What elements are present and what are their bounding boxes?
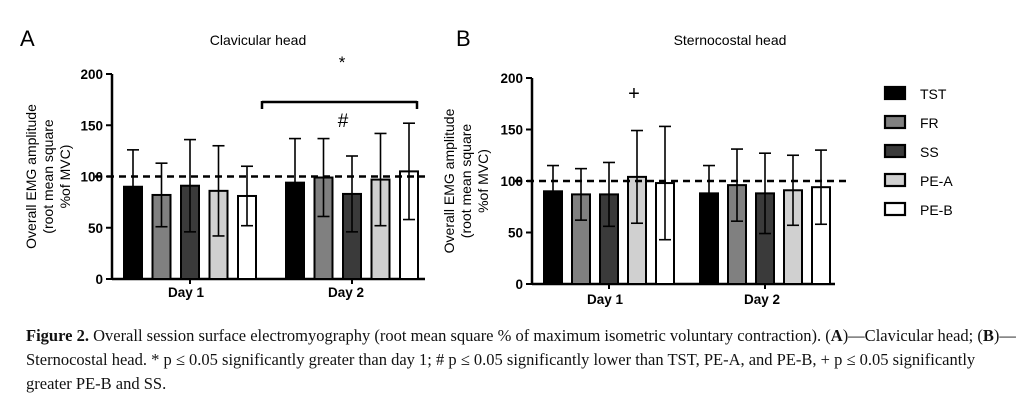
panel-a-annotation-hash: # (338, 111, 349, 132)
panel-b-y-tick-label: 200 (500, 71, 523, 86)
panel-b-annotation-plus: + (628, 83, 640, 105)
panel-a-y-axis-label-line: %of MVC) (57, 145, 73, 209)
panel-b-x-tick-label: Day 1 (587, 292, 624, 307)
legend-label-tst: TST (920, 86, 947, 102)
legend-label-fr: FR (920, 115, 939, 131)
caption-label: Figure 2. (26, 326, 89, 345)
panel-b-y-axis-label-line: Overall EMG amplitude (441, 108, 457, 253)
legend-swatch-tst (883, 85, 907, 101)
panel-b-y-axis-label-line: %of MVC) (475, 149, 491, 213)
panel-b-y-tick-label: 150 (500, 123, 523, 138)
legend-label-ss: SS (920, 144, 939, 160)
panel-a-y-axis-label: Overall EMG amplitude (root mean square %o… (23, 104, 73, 249)
panel-b-y-axis-label: Overall EMG amplitude (root mean square %o… (441, 108, 491, 253)
panel-a-x-tick-label: Day 1 (168, 285, 205, 300)
panel-a-y-axis-label-line: (root mean square (40, 119, 56, 234)
legend-label-pe-a: PE-A (920, 173, 953, 189)
legend-label-pe-b: PE-B (920, 202, 953, 218)
panel-a-x-tick-label: Day 2 (328, 285, 364, 300)
legend-swatch-pe-a (883, 172, 907, 188)
panel-a-y-tick-label: 0 (95, 272, 103, 287)
legend-swatch-fr (883, 114, 907, 130)
panel-a-y-tick-label: 50 (88, 221, 103, 236)
panel-a-annotation-asterisk: * (339, 53, 346, 72)
legend-swatch-pe-b (883, 201, 907, 217)
caption-text-3: )—Sternocostal head. * p ≤ 0.05 signific… (26, 326, 1016, 393)
panel-a-title: Clavicular head (210, 32, 307, 48)
panel-b-y-axis-label-line: (root mean square (458, 124, 474, 239)
panel-a-y-tick-label: 150 (80, 118, 103, 133)
panel-b-title: Sternocostal head (674, 32, 787, 48)
caption-text-1: Overall session surface electromyography… (88, 326, 831, 345)
panel-b-y-tick-label: 100 (500, 174, 523, 189)
panel-a-letter: A (20, 26, 35, 51)
caption-text-2: )—Clavicular head; ( (842, 326, 983, 345)
caption-panel-a: A (830, 326, 843, 345)
panel-b-letter: B (456, 26, 471, 51)
panel-b-y-tick-label: 0 (515, 277, 523, 292)
panel-b-x-tick-label: Day 2 (744, 292, 780, 307)
panel-a-y-tick-label: 200 (80, 67, 103, 82)
panel-b-y-tick-label: 50 (508, 226, 523, 241)
legend-swatch-ss (883, 143, 907, 159)
caption-panel-b: B (982, 326, 994, 345)
figure-caption: Figure 2. Overall session surface electr… (26, 324, 1016, 396)
panel-a-y-tick-label: 100 (80, 170, 103, 185)
panel-a-y-axis-label-line: Overall EMG amplitude (23, 104, 39, 249)
